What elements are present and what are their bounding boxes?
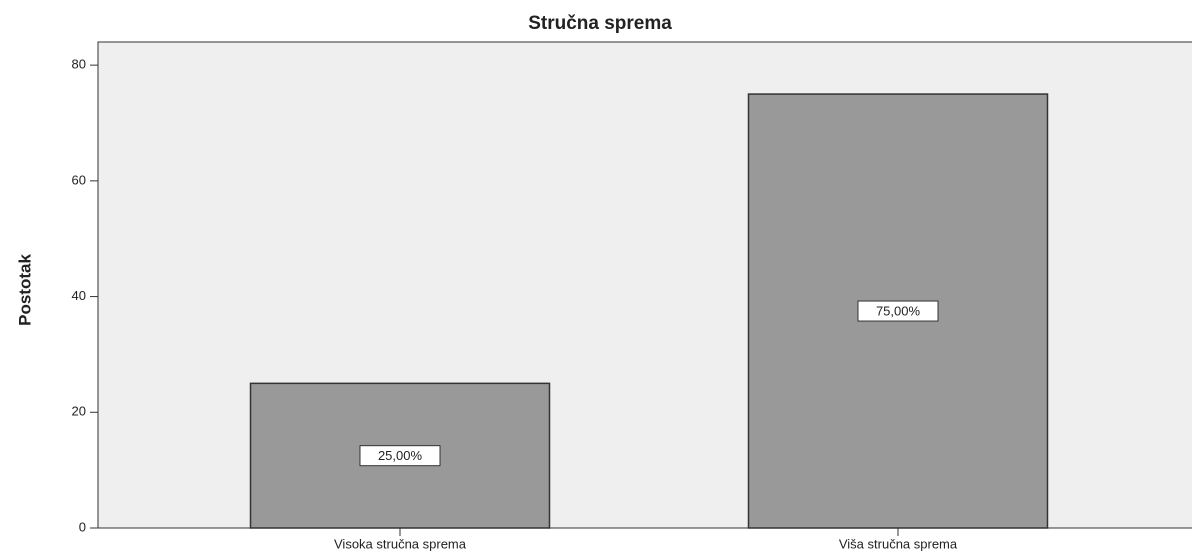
- y-tick-label: 0: [79, 519, 86, 534]
- value-label: 25,00%: [378, 448, 423, 463]
- y-axis-label: Postotak: [15, 254, 34, 326]
- y-tick-label: 80: [72, 57, 86, 72]
- value-label-box: [857, 300, 939, 322]
- value-label-box: [359, 445, 441, 467]
- x-tick-label: Visoka stručna sprema: [334, 536, 467, 551]
- y-tick-label: 60: [72, 172, 86, 187]
- bar: [249, 382, 551, 529]
- y-tick-label: 20: [72, 404, 86, 419]
- x-tick-label: Viša stručna sprema: [839, 536, 958, 551]
- chart-title: Stručna sprema: [528, 13, 672, 34]
- value-label: 75,00%: [876, 303, 921, 318]
- y-tick-label: 40: [72, 288, 86, 303]
